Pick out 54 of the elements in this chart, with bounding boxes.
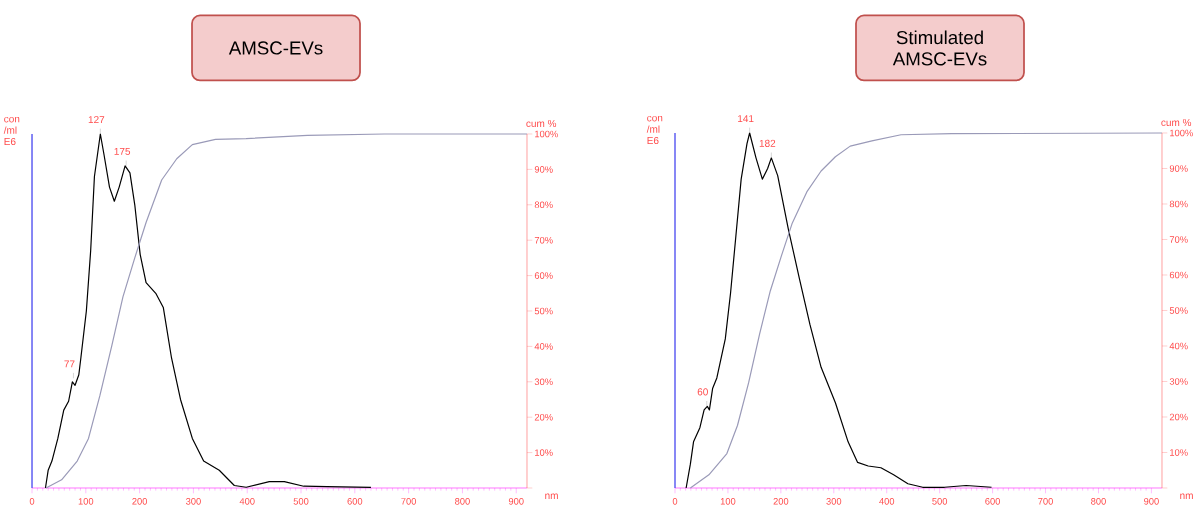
y-tick-label: 60% [1169, 271, 1188, 279]
chart-title: Stimulated AMSC-EVs [892, 30, 987, 66]
x-tick-label: 200 [132, 498, 148, 505]
annotation: 182 [759, 139, 776, 147]
y-tick-label: 80% [1169, 200, 1188, 208]
x-tick-label: 100 [720, 498, 736, 505]
x-tick-label: 0 [672, 498, 678, 505]
x-tick-label: 300 [826, 498, 842, 505]
x-tick-label: 500 [293, 498, 309, 505]
x-tick-label: 600 [985, 498, 1001, 505]
y-tick-label: 100% [1170, 129, 1193, 137]
y-tick-label: 60% [534, 272, 553, 279]
x-tick-label: 400 [239, 498, 255, 505]
y-tick-label: 10% [535, 449, 553, 456]
y-tick-label: 20% [534, 413, 553, 421]
annotation: 77 [64, 360, 75, 368]
y-tick-label: 30% [534, 378, 553, 386]
y-tick-label: 90% [534, 166, 553, 173]
y-tick-label: 80% [534, 201, 553, 209]
annotation: 141 [738, 115, 754, 123]
x-tick-label: 800 [455, 498, 470, 505]
y-axis-title: con /ml E6 [3, 116, 20, 146]
y-axis-title: cum % [1161, 119, 1192, 127]
y-tick-label: 30% [1169, 378, 1188, 385]
x-axis-title: nm [1180, 493, 1193, 499]
y-axis-title: cum % [526, 120, 557, 128]
x-tick-label: 800 [1091, 498, 1106, 505]
y-tick-label: 50% [534, 307, 553, 315]
x-tick-label: 400 [879, 498, 895, 505]
x-tick-label: 600 [347, 498, 363, 505]
annotation: 60 [697, 388, 708, 396]
chart-title: AMSC-EVs [228, 41, 323, 55]
y-tick-label: 70% [1169, 236, 1188, 243]
x-tick-label: 500 [932, 498, 948, 505]
x-tick-label: 900 [1144, 498, 1159, 505]
y-tick-label: 70% [534, 236, 553, 244]
x-tick-label: 700 [1038, 498, 1053, 505]
y-tick-label: 40% [1169, 342, 1188, 350]
x-tick-label: 200 [773, 498, 789, 505]
x-tick-label: 900 [508, 498, 524, 505]
y-tick-label: 100% [535, 130, 558, 138]
y-tick-label: 40% [534, 343, 553, 350]
annotation: 175 [114, 147, 131, 155]
x-tick-label: 300 [185, 498, 201, 505]
y-tick-label: 20% [1169, 413, 1188, 421]
x-tick-label: 100 [78, 498, 94, 505]
x-tick-label: 700 [401, 498, 417, 505]
y-tick-label: 10% [1170, 449, 1188, 456]
annotation: 127 [88, 116, 105, 124]
x-axis-title: nm [545, 493, 558, 499]
y-tick-label: 90% [1169, 165, 1188, 172]
y-axis-title: con /ml E6 [646, 115, 663, 145]
x-tick-label: 0 [29, 498, 35, 505]
y-tick-label: 50% [1169, 307, 1188, 314]
